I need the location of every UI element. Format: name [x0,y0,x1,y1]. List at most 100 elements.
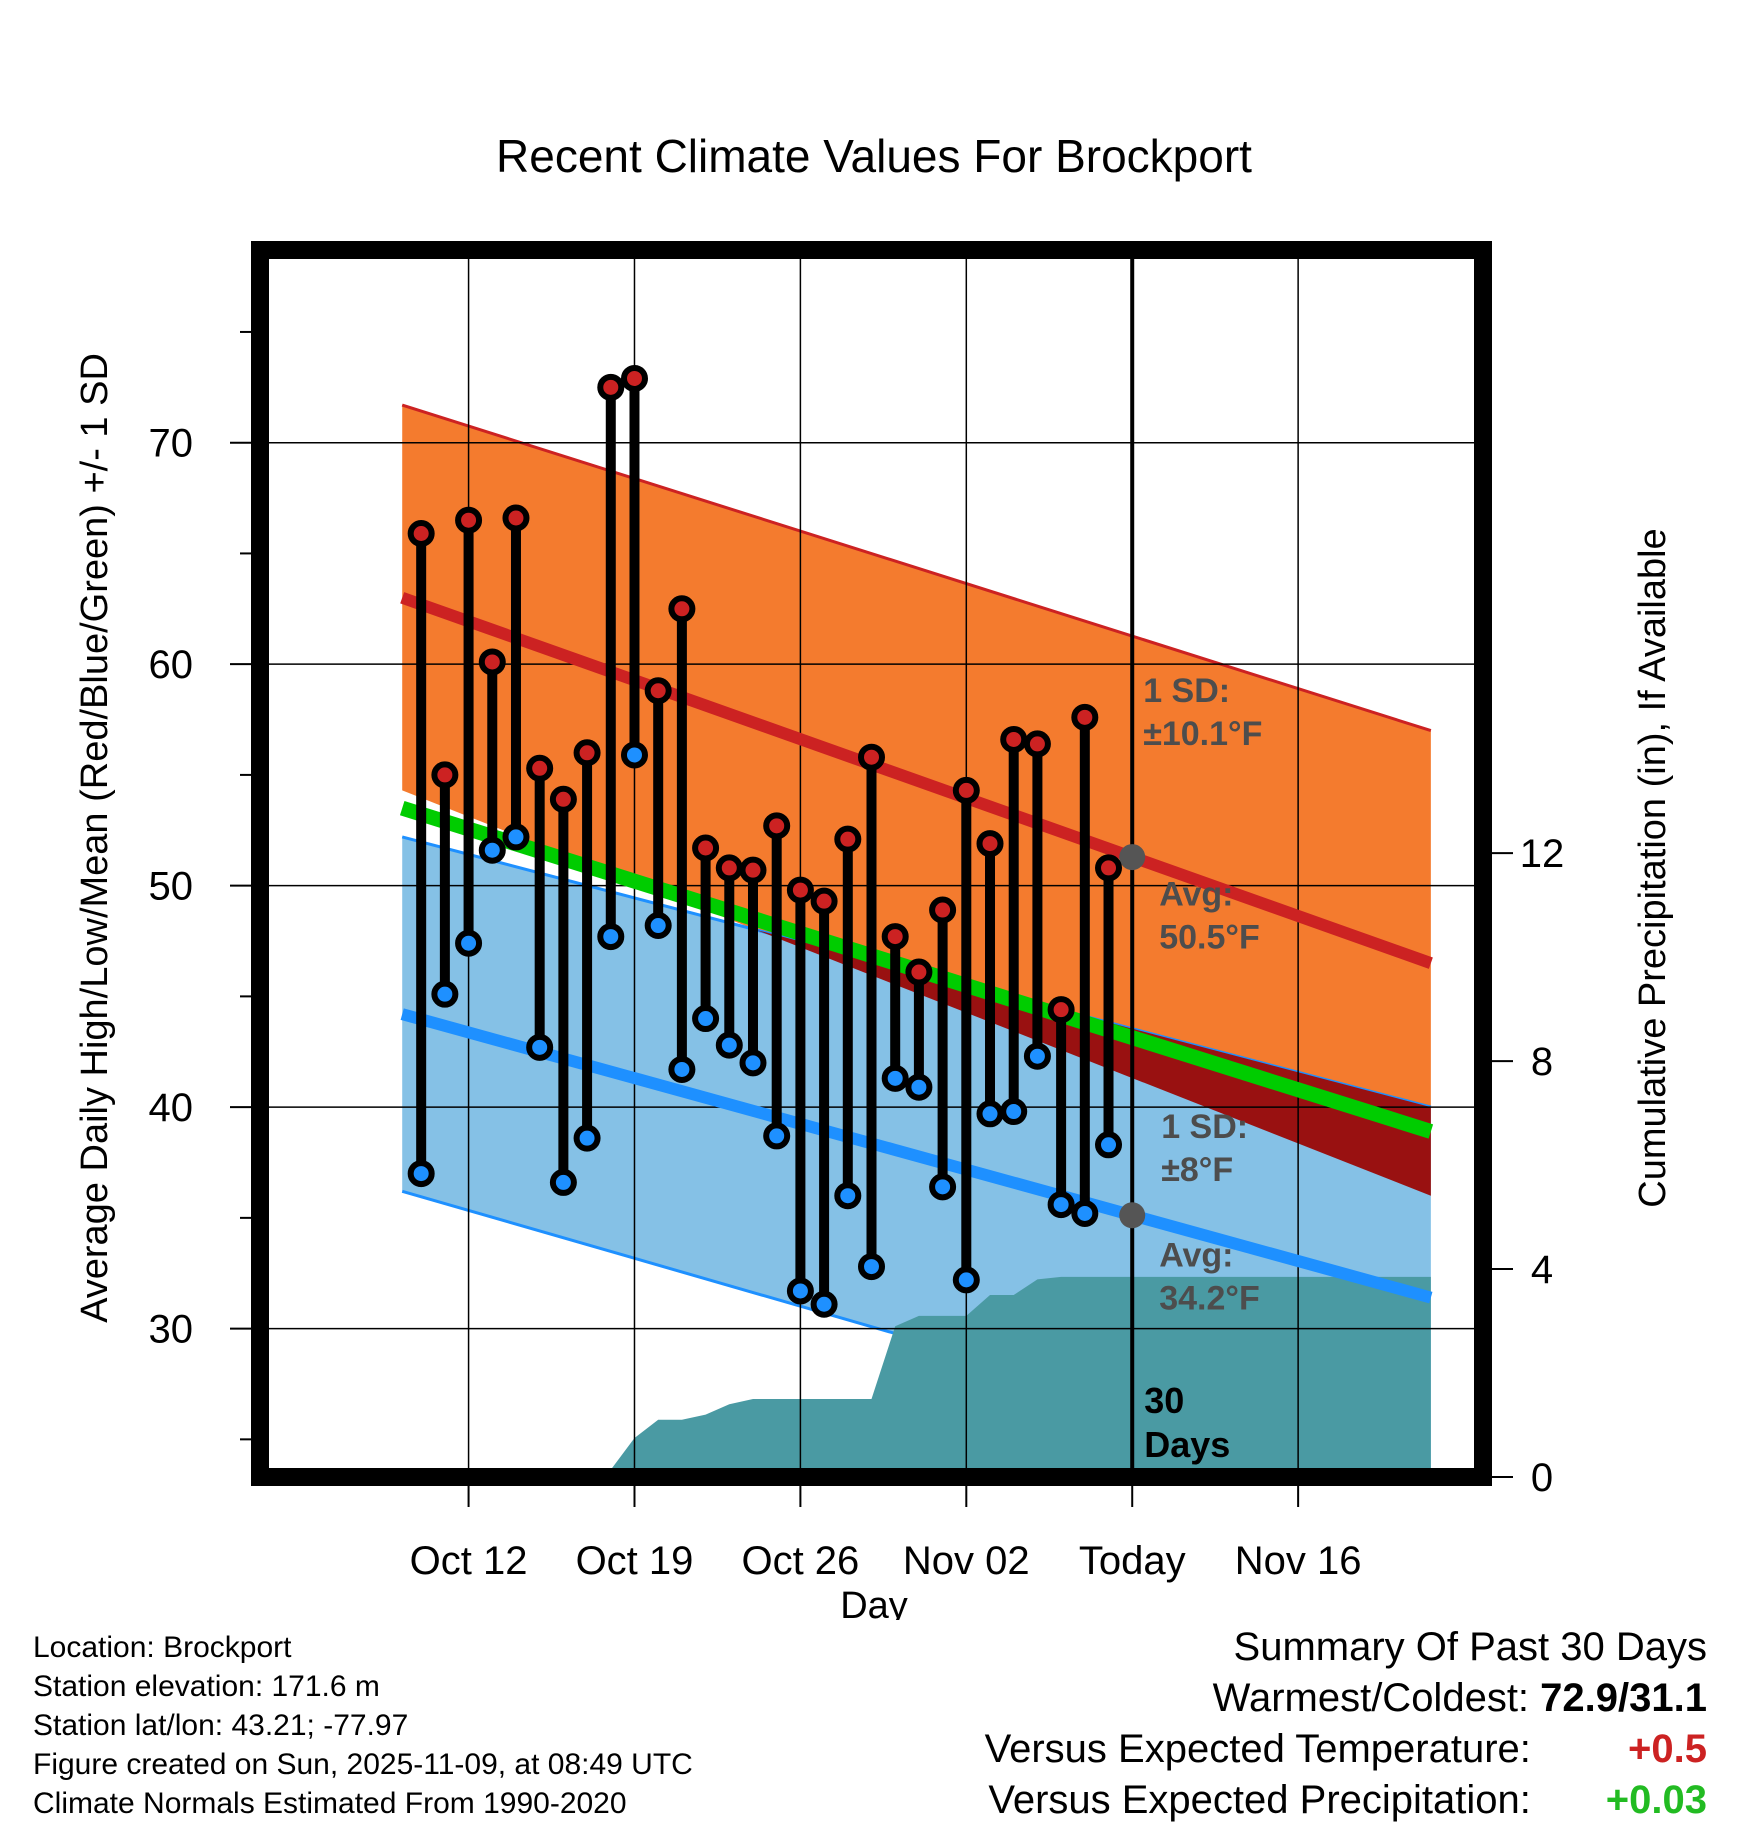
daily-low-point [929,1173,957,1201]
daily-low-point [952,1266,980,1294]
daily-high-point [763,812,791,840]
daily-low-point [526,1033,554,1061]
precip-label: Versus Expected Precipitation: [988,1778,1531,1822]
daily-low-point [1047,1191,1075,1219]
x-tick-label: Nov 16 [1235,1539,1362,1583]
summary-temp-row: Versus Expected Temperature: +0.5 [985,1724,1707,1775]
daily-low-point [455,929,483,957]
daily-low-point [407,1160,435,1188]
y-axis-label-right: Cumulative Precipitation (in), If Availa… [1632,528,1674,1207]
x-tick-label: Oct 26 [741,1539,859,1583]
daily-low-point [739,1049,767,1077]
plot-frame [251,241,1492,1486]
latlon-text: Station lat/lon: 43.21; -77.97 [33,1709,409,1742]
daily-high-point [478,648,506,676]
daily-high-point [1071,703,1099,731]
daily-low-point [976,1100,1004,1128]
created-text: Figure created on Sun, 2025-11-09, at 08… [33,1748,693,1781]
warmest-label: Warmest/Coldest: [1212,1676,1530,1720]
temp-value: +0.5 [1628,1727,1707,1771]
daily-high-point [526,754,554,782]
elevation-text: Station elevation: 171.6 m [33,1670,380,1703]
daily-high-point [573,739,601,767]
summary-warmest-row: Warmest/Coldest: 72.9/31.1 [985,1673,1707,1724]
daily-high-point [858,743,885,771]
high-band-upper-edge [401,403,1432,733]
precip-tick-label: 12 [1520,832,1565,876]
daily-low-point [881,1064,909,1092]
daily-low-point [1023,1042,1051,1070]
daily-high-point [1047,996,1075,1024]
normal-high-line [400,592,1433,969]
warmest-value: 72.9/31.1 [1540,1676,1707,1720]
temp-label: Versus Expected Temperature: [984,1727,1531,1771]
daily-high-point [786,876,814,904]
daily-low-point [905,1073,933,1101]
daily-low-point [668,1055,696,1083]
daily-low-point [644,912,672,940]
days-annotation: 30 Days [1144,1380,1230,1465]
daily-high-point [1000,725,1028,753]
daily-low-point [834,1182,862,1210]
normals-text: Climate Normals Estimated From 1990-2020 [33,1787,627,1820]
x-tick-label: Today [1079,1539,1186,1583]
daily-high-point [715,854,743,882]
today-low-normal-marker [1119,1202,1146,1229]
daily-high-point [502,504,530,532]
summary-precip-row: Versus Expected Precipitation: +0.03 [985,1775,1707,1826]
precipitation-area [402,1276,1431,1477]
daily-high-point [668,595,696,623]
daily-low-point [1000,1098,1028,1126]
daily-low-point [431,980,459,1008]
daily-high-point [407,519,435,547]
today-high-normal-marker [1119,844,1146,871]
climate-chart: Recent Climate Values For Brockport 1 SD… [74,130,1674,1620]
daily-high-point [431,761,459,789]
y-tick-label: 30 [149,1308,194,1352]
daily-high-point [620,364,648,392]
daily-high-point [1023,730,1051,758]
daily-high-point [644,677,672,705]
y-tick-label: 70 [149,422,194,466]
x-tick-label: Oct 19 [576,1539,694,1583]
daily-high-point [834,825,862,853]
daily-high-point [881,923,909,951]
daily-high-point [952,776,980,804]
summary-heading: Summary Of Past 30 Days [1233,1625,1707,1669]
daily-high-point [905,958,933,986]
high-sd-annotation: 1 SD: ±10.1°F [1143,672,1262,753]
daily-low-point [478,836,506,864]
daily-high-point [739,856,767,884]
normal-low-line [400,1008,1433,1304]
daily-low-point [620,741,648,769]
daily-low-point [1071,1199,1099,1227]
y-axis-label-left: Average Daily High/Low/Mean (Red/Blue/Gr… [74,353,116,1323]
low-avg-annotation: Avg: 34.2°F [1159,1237,1260,1318]
daily-low-point [858,1253,885,1281]
daily-low-point [692,1005,720,1033]
daily-high-point [810,887,838,915]
daily-high-point [692,834,720,862]
daily-high-point [1095,854,1123,882]
daily-high-point [455,506,483,534]
daily-low-point [715,1031,743,1059]
daily-low-point [549,1168,577,1196]
low-sd-annotation: 1 SD: ±8°F [1161,1108,1248,1189]
precip-tick-label: 8 [1531,1040,1553,1084]
y-tick-label: 50 [149,865,194,909]
daily-low-point [1095,1131,1123,1159]
band-overlap [756,929,1431,1196]
high-avg-annotation: Avg: 50.5°F [1159,876,1260,957]
location-text: Location: Brockport [33,1631,292,1664]
daily-high-point [929,896,957,924]
daily-low-point [810,1290,838,1318]
y-tick-label: 40 [149,1086,194,1130]
daily-high-point [549,785,577,813]
daily-low-point [597,923,625,951]
daily-low-point [573,1124,601,1152]
summary-panel: Summary Of Past 30 Days Warmest/Coldest:… [985,1622,1707,1826]
precip-value: +0.03 [1605,1778,1707,1822]
daily-low-point [502,823,530,851]
x-tick-label: Nov 02 [903,1539,1030,1583]
y-tick-label: 60 [149,643,194,687]
